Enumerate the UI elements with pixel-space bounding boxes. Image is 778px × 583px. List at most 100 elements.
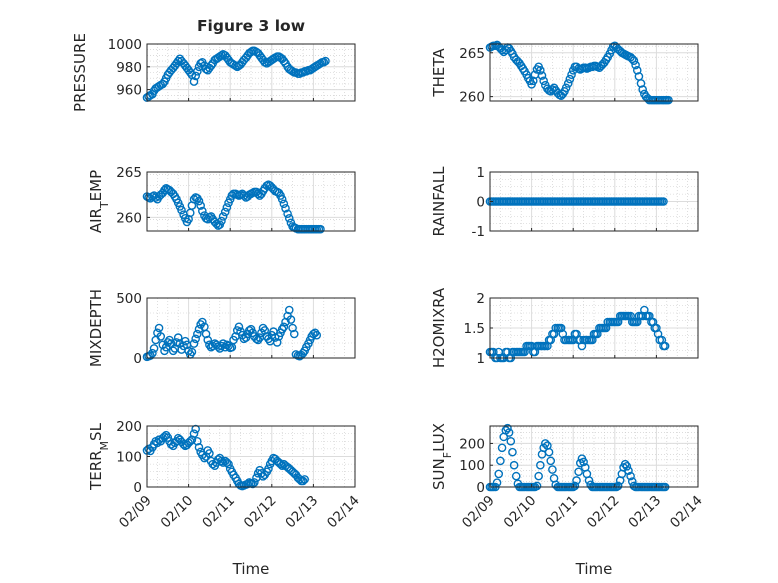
data-point — [288, 323, 297, 333]
data-point — [632, 66, 642, 75]
y-tick-label: 1 — [476, 165, 485, 181]
y-tick-label: 100 — [116, 450, 142, 466]
data-point — [574, 467, 583, 477]
data-point — [539, 76, 548, 86]
data-point — [528, 76, 538, 86]
data-point — [289, 329, 299, 339]
data-point — [319, 57, 329, 67]
data-point — [189, 77, 199, 86]
y-tick-label: 260 — [116, 210, 142, 226]
data-point — [279, 322, 289, 332]
data-point — [217, 456, 226, 466]
data-point — [509, 460, 519, 470]
data-point — [537, 71, 547, 80]
data-point — [148, 348, 157, 358]
y-tick-label: 265 — [459, 46, 485, 62]
subplot-3: 260 265 AIRTEMP — [87, 165, 356, 234]
y-tick-label: 200 — [459, 436, 485, 452]
data-point — [536, 66, 545, 75]
y-axis-label: TERRMSL — [87, 422, 111, 491]
data-point — [149, 344, 159, 353]
data-point — [270, 333, 280, 342]
x-axis-title-left: Time — [232, 560, 270, 578]
data-point — [567, 70, 576, 79]
y-tick-label: 0 — [133, 351, 142, 367]
data-point — [653, 329, 663, 339]
data-series — [142, 305, 322, 362]
data-point — [231, 61, 240, 70]
y-tick-label: 1000 — [108, 37, 142, 53]
data-point — [620, 459, 630, 469]
data-point — [572, 476, 581, 485]
axes-box — [146, 43, 356, 102]
data-point — [218, 458, 228, 467]
data-point — [224, 459, 233, 469]
data-point — [217, 216, 226, 226]
data-point — [277, 461, 287, 470]
subplot-1: 960 980 1000 PRESSURE — [71, 33, 356, 112]
y-tick-label: 0 — [133, 480, 142, 496]
data-point — [579, 457, 588, 467]
data-series — [485, 40, 673, 105]
data-point — [193, 329, 202, 339]
axes-box — [146, 171, 356, 232]
data-point — [198, 206, 207, 216]
y-tick-label: 0 — [476, 195, 485, 211]
y-tick-label: 265 — [116, 165, 142, 181]
data-point — [203, 335, 213, 345]
x-axis-title-right: Time — [575, 560, 613, 578]
data-point — [284, 305, 294, 315]
data-point — [279, 199, 289, 209]
axes-box — [489, 43, 699, 102]
data-point — [173, 56, 183, 66]
y-tick-label: 980 — [116, 60, 142, 76]
data-point — [316, 224, 325, 234]
data-point — [205, 449, 214, 458]
data-point — [193, 436, 202, 446]
data-point — [570, 481, 580, 491]
data-point — [281, 204, 290, 213]
data-series — [142, 424, 309, 491]
minor-grid — [147, 172, 355, 232]
data-point — [179, 439, 188, 449]
subplot-2: 260 265 THETA — [430, 40, 699, 106]
data-point — [497, 443, 507, 453]
data-point — [492, 478, 502, 487]
data-point — [631, 60, 640, 70]
data-point — [532, 481, 542, 491]
data-point — [638, 85, 647, 94]
data-point — [496, 456, 505, 466]
axes-box — [489, 425, 699, 488]
data-point — [250, 478, 259, 487]
data-point — [629, 56, 639, 65]
data-point — [191, 71, 200, 81]
data-point — [632, 317, 642, 327]
y-tick-label: 260 — [459, 90, 485, 106]
y-tick-label: -1 — [472, 224, 485, 240]
data-point — [194, 324, 204, 334]
data-series — [485, 305, 670, 363]
y-axis-label: SUNFLUX — [430, 423, 454, 490]
data-point — [191, 424, 200, 434]
data-point — [283, 209, 292, 219]
data-point — [193, 67, 202, 76]
y-tick-label: 960 — [116, 83, 142, 99]
data-point — [584, 476, 594, 485]
data-point — [189, 339, 199, 348]
minor-grid — [490, 171, 698, 232]
data-point — [189, 429, 199, 438]
data-point — [312, 330, 322, 340]
data-point — [276, 459, 285, 469]
data-point — [660, 341, 670, 351]
data-point — [220, 207, 230, 217]
data-point — [508, 447, 517, 457]
data-point — [494, 469, 504, 479]
data-point — [622, 462, 632, 471]
data-point — [173, 333, 183, 342]
data-point — [177, 205, 186, 215]
data-point — [284, 213, 294, 223]
data-point — [194, 196, 204, 206]
data-point — [196, 201, 205, 210]
data-point — [549, 329, 559, 339]
data-point — [218, 212, 228, 221]
